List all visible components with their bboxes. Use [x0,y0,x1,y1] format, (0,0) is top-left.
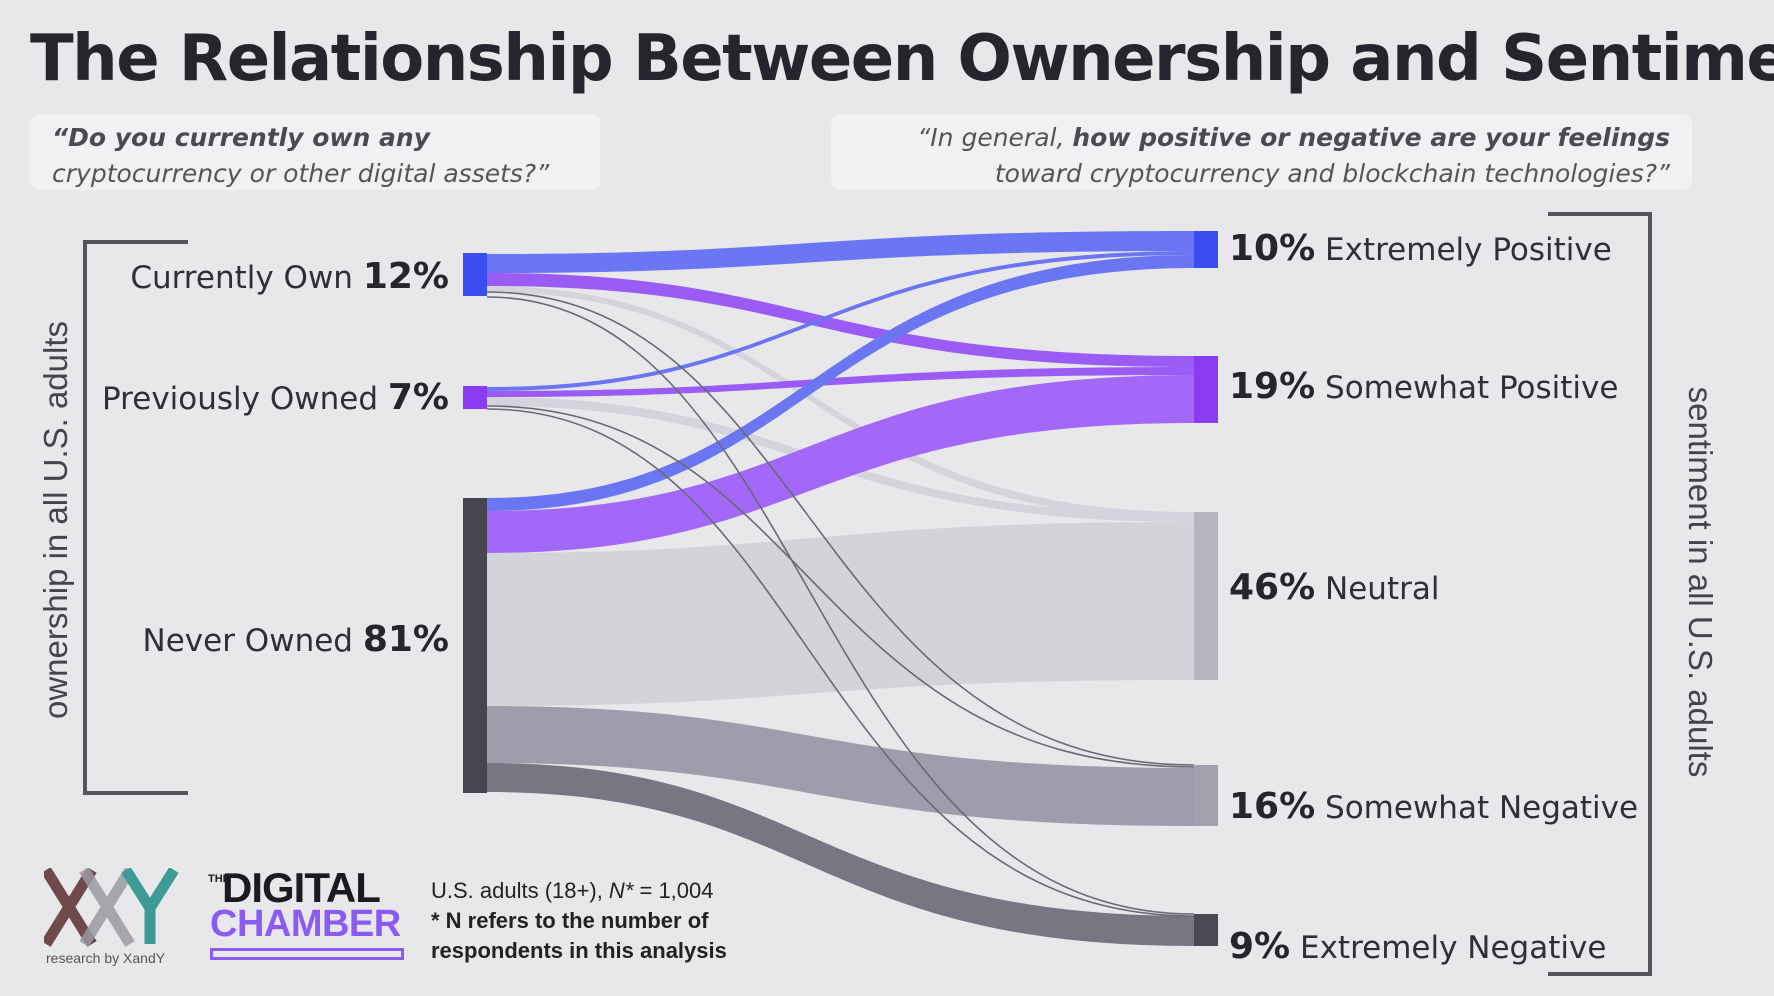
digital-chamber-logo-digital: DIGITAL [222,864,381,911]
node-extremely-negative [1194,914,1218,946]
xandy-logo [44,868,179,947]
node-currently-own [463,253,487,296]
node-neutral [1194,512,1218,680]
node-previously-owned [463,386,487,409]
flow-current-somewhat-negative [486,291,1195,766]
digital-chamber-logo-the: THE [208,873,230,885]
flow-never-somewhat-negative [487,706,1194,826]
sample-note-line3: respondents in this analysis [431,938,727,963]
sample-note-line1: U.S. adults (18+), N* = 1,004 [431,878,714,903]
node-never-owned [463,498,487,793]
sentiment-question-line2: toward cryptocurrency and blockchain tec… [994,159,1670,188]
ownership-question-line1: “Do you currently own any [52,123,430,152]
sample-note: U.S. adults (18+), N* = 1,004 * N refers… [431,876,727,966]
sentiment-label-neutral: 46% Neutral [1229,567,1440,608]
flow-never-extremely-negative [487,763,1194,946]
flow-previous-somewhat-negative [486,405,1195,768]
node-somewhat-negative [1194,765,1218,826]
sentiment-question-line1: “In general, how positive or negative ar… [917,123,1670,152]
left-bracket [83,240,188,795]
node-somewhat-positive [1194,356,1218,423]
flow-previous-extremely-negative [486,408,1195,917]
flow-never-neutral [487,522,1194,706]
flow-current-extremely-negative [486,296,1195,915]
ownership-question-box: “Do you currently own any cryptocurrency… [30,114,600,190]
flow-current-extremely-positive [487,231,1194,273]
digital-chamber-logo-chamber: CHAMBER [210,903,401,945]
sentiment-label-somewhat-negative: 16% Somewhat Negative [1229,786,1639,827]
right-bracket [1548,212,1652,976]
page-title: The Relationship Between Ownership and S… [30,22,1774,96]
digital-chamber-logo-bar [210,948,404,960]
flow-previous-somewhat-positive [487,367,1194,397]
flow-never-somewhat-positive [487,375,1194,553]
sentiment-label-somewhat-positive: 19% Somewhat Positive [1229,366,1619,407]
sentiment-label-extremely-positive: 10% Extremely Positive [1229,228,1612,269]
node-extremely-positive [1194,231,1218,268]
sentiment-label-extremely-negative: 9% Extremely Negative [1229,926,1607,967]
ownership-label-previously-owned: Previously Owned 7% [102,377,449,418]
ownership-question-line2: cryptocurrency or other digital assets?” [52,159,550,188]
flow-current-somewhat-positive [487,273,1194,367]
ownership-axis-label: ownership in all U.S. adults [37,320,74,720]
sample-note-line2: * N refers to the number of [431,908,709,933]
ownership-label-currently-own: Currently Own 12% [130,256,449,297]
xandy-logo-caption: research by XandY [46,950,166,966]
sentiment-axis-label: sentiment in all U.S. adults [1682,386,1719,778]
ownership-label-never-owned: Never Owned 81% [142,619,449,660]
flow-links [486,231,1195,946]
sentiment-question-box: “In general, how positive or negative ar… [831,114,1692,190]
